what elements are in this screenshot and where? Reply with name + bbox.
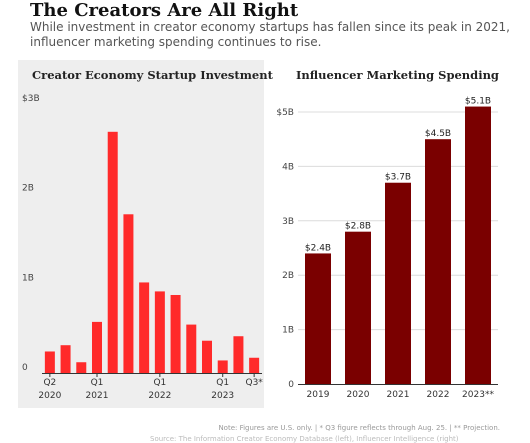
x-tick-sublabel: 2021 <box>86 391 109 401</box>
x-tick-sublabel: 2023 <box>211 391 234 401</box>
x-tick-label: 2019 <box>307 390 330 400</box>
footnote: Note: Figures are U.S. only. | * Q3 figu… <box>218 424 500 432</box>
bar <box>186 324 197 373</box>
bar <box>385 182 411 384</box>
bar <box>217 360 228 373</box>
y-tick-label: 2B <box>22 184 34 194</box>
y-tick-label: 3B <box>282 217 294 227</box>
x-tick-label: Q2 <box>43 378 56 388</box>
bar-value-label: $2.4B <box>305 243 331 253</box>
bar <box>345 231 371 384</box>
page-title: The Creators Are All Right <box>30 0 299 21</box>
x-tick-label: 2022 <box>427 390 450 400</box>
bar-value-label: $4.5B <box>425 129 451 139</box>
y-tick-label: 1B <box>282 326 294 336</box>
bar-value-label: $3.7B <box>385 173 411 183</box>
bar <box>76 362 87 373</box>
bar <box>154 291 165 373</box>
y-tick-label: $5B <box>276 108 294 118</box>
bar <box>44 351 55 373</box>
x-tick-label: 2020 <box>347 390 370 400</box>
bar <box>425 139 451 384</box>
right-chart-title: Influencer Marketing Spending <box>296 68 499 82</box>
bar <box>92 321 102 373</box>
x-tick-label: Q1 <box>91 378 104 388</box>
bar <box>123 214 134 373</box>
x-tick-sublabel: 2022 <box>148 391 171 401</box>
y-tick-label: $3B <box>22 94 40 104</box>
bar <box>465 106 491 384</box>
y-tick-label: 1B <box>22 273 34 283</box>
page-subtitle: While investment in creator economy star… <box>30 20 510 49</box>
bar-value-label: $2.8B <box>345 222 371 232</box>
y-tick-label: 4B <box>282 162 294 172</box>
source-note: Source: The Information Creator Economy … <box>150 435 459 443</box>
x-tick-sublabel: 2020 <box>38 391 61 401</box>
bar-value-label: $5.1B <box>465 97 491 107</box>
x-tick-label: Q3* <box>245 378 263 388</box>
x-tick-label: Q1 <box>153 378 166 388</box>
y-tick-label: 0 <box>22 363 28 373</box>
bar <box>233 336 244 373</box>
y-tick-label: 2B <box>282 271 294 281</box>
x-tick-label: Q1 <box>216 378 229 388</box>
bar <box>107 131 118 373</box>
bar <box>202 340 212 373</box>
x-tick-label: 2023** <box>462 390 494 400</box>
y-tick-label: 0 <box>288 380 294 390</box>
bar <box>249 357 260 373</box>
bar <box>139 282 150 373</box>
bar <box>305 253 331 384</box>
x-tick-label: 2021 <box>387 390 410 400</box>
bar <box>60 345 71 373</box>
bar <box>170 294 181 373</box>
left-chart-title: Creator Economy Startup Investment <box>32 68 273 82</box>
